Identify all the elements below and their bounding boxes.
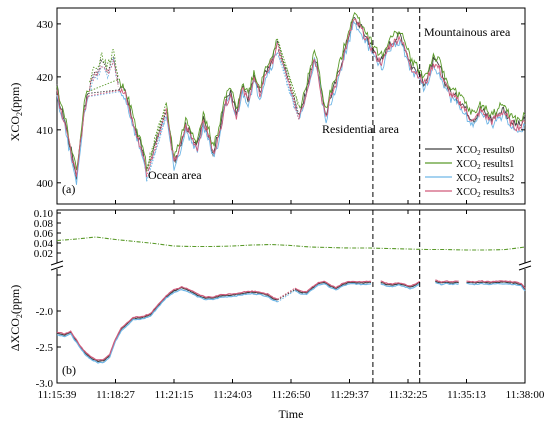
x-tick-label: 11:35:13: [447, 389, 486, 401]
legend-label-0: XCO2 results0: [456, 145, 514, 157]
lower-series-1: [56, 282, 526, 364]
axis-break-mark-right: [518, 260, 532, 266]
axis-break-mark-left: [50, 260, 64, 266]
panel-a-ylabel: XCO2(ppm): [8, 83, 24, 142]
panel-b-upper-ytick-label: 0.10: [34, 208, 54, 220]
panel-b-upper-ytick-label: 0.08: [34, 218, 54, 230]
panel-b-series: [56, 236, 526, 364]
x-tick-label: 11:15:39: [38, 389, 77, 401]
panel-b-lower-ytick-label: -3.0: [36, 378, 54, 390]
lower-gap-0: [277, 289, 296, 301]
annotation-residential: Residential area: [322, 122, 400, 136]
series-line-3: [56, 18, 526, 177]
series-gap-0: [88, 40, 300, 170]
panel-b-frame: [56, 209, 526, 384]
panel-a-series: [56, 11, 526, 185]
panel-a-tag: (a): [62, 182, 75, 196]
panel-b-lower-ytick-label: -2.0: [36, 306, 54, 318]
panel-a-ytick-label: 420: [37, 72, 54, 84]
panel-b-upper-ytick-label: 0.06: [34, 228, 54, 240]
x-tick-label: 11:38:00: [506, 389, 545, 401]
x-tick-label: 11:29:37: [330, 389, 369, 401]
axis-break-mark2-right: [518, 265, 532, 271]
legend: XCO2 results0 XCO2 results1 XCO2 results…: [425, 145, 514, 199]
x-tick-label: 11:21:15: [155, 389, 194, 401]
axes: 11:15:39 11:18:27 11:21:15 11:24:03 11:26:50…: [34, 8, 545, 401]
panel-a-ytick-label: 410: [37, 125, 54, 137]
series-line-1: [56, 11, 526, 172]
panel-a-ytick-label: 430: [37, 19, 54, 31]
lower-gap-2: [277, 287, 296, 300]
panel-b-lower-ytick-label: -2.5: [36, 342, 54, 354]
lower-gap-1: [277, 290, 296, 303]
upper-diff-line: [56, 236, 526, 251]
series-gap-1: [88, 38, 300, 172]
x-tick-label: 11:26:50: [272, 389, 311, 401]
x-tick-label: 11:18:27: [96, 389, 135, 401]
legend-label-1: XCO2 results1: [456, 159, 514, 171]
x-axis-label: Time: [279, 407, 304, 421]
series-gap-3: [88, 42, 300, 178]
annotation-ocean: Ocean area: [148, 168, 202, 182]
annotation-mountainous: Mountainous area: [424, 25, 511, 39]
panel-b-upper-ytick-label: 0.04: [34, 238, 54, 250]
series-gap-2: [88, 52, 300, 182]
axis-break-gap-right: [520, 263, 530, 269]
axis-break-gap-left: [52, 263, 62, 269]
panel-b-ylabel: ΔXCO2(ppm): [8, 285, 24, 351]
panel-b-upper-ytick-label: 0.02: [34, 248, 53, 260]
panel-a-ytick-label: 400: [37, 178, 54, 190]
x-tick-label: 11:24:03: [213, 389, 252, 401]
panel-b-tag: (b): [62, 363, 76, 377]
legend-label-2: XCO2 results2: [456, 173, 514, 185]
legend-label-3: XCO2 results3: [456, 187, 514, 199]
lower-series-2: [56, 279, 526, 361]
x-tick-label: 11:32:25: [389, 389, 428, 401]
axis-break-mark2-left: [50, 265, 64, 271]
